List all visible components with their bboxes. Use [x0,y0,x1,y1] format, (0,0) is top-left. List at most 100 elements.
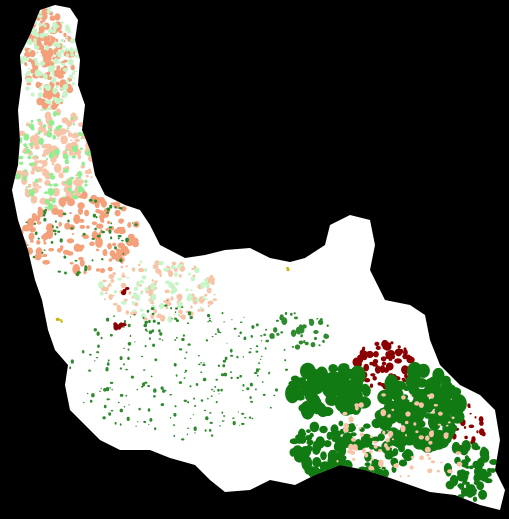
light-vegetation-patch [18,155,24,160]
pale-green-patch [133,269,136,271]
light-vegetation-patch [25,186,29,189]
salmon-patch [114,209,121,217]
light-salmon-patch [72,134,76,139]
sparse-vegetation-patch [280,331,284,334]
pale-green-patch [25,86,30,91]
dark-red-patch [381,361,387,366]
light-salmon-patch [178,309,183,315]
sparse-vegetation-patch [114,246,117,250]
dense-vegetation-patch [377,389,393,405]
sparse-vegetation-patch [173,424,175,427]
dense-vegetation-patch [401,451,410,459]
light-salmon-patch [120,282,127,289]
sparse-vegetation-patch [42,213,46,217]
light-salmon-patch [103,298,106,301]
sparse-vegetation-patch [217,388,220,392]
salmon-patch [108,258,113,262]
sparse-vegetation-patch [142,316,145,319]
light-vegetation-patch [48,120,54,125]
dense-vegetation-patch [469,465,474,470]
dense-vegetation-patch [296,395,305,401]
dark-red-patch [479,428,485,436]
dense-vegetation-patch [360,433,373,448]
dark-red-patch [379,365,386,373]
sparse-vegetation-patch [241,422,245,426]
dense-vegetation-patch [362,384,371,397]
sparse-vegetation-patch [150,307,155,311]
light-vegetation-patch [57,124,63,129]
sparse-vegetation-patch [109,381,114,384]
light-salmon-patch [359,432,364,437]
sparse-vegetation-patch [108,226,113,229]
sparse-vegetation-patch [189,385,192,388]
sparse-vegetation-patch [176,336,178,339]
sparse-vegetation-patch [301,324,307,329]
pale-green-patch [200,282,205,289]
sparse-vegetation-patch [200,399,204,402]
pale-green-patch [38,87,43,91]
light-salmon-patch [191,268,195,270]
light-salmon-patch [447,469,453,474]
pale-green-patch [195,298,199,303]
sparse-vegetation-patch [265,339,270,343]
sparse-vegetation-patch [237,411,239,413]
sparse-vegetation-patch [205,339,209,342]
pale-green-patch [47,7,52,10]
sparse-vegetation-patch [37,237,40,240]
light-salmon-patch [197,309,201,312]
light-vegetation-patch [67,187,72,192]
sparse-vegetation-patch [183,399,187,402]
sparse-vegetation-patch [284,359,287,362]
light-salmon-patch [54,163,62,174]
dense-vegetation-patch [347,378,362,393]
sparse-vegetation-patch [107,359,110,362]
dark-red-patch [369,361,374,366]
light-vegetation-patch [30,126,35,131]
light-salmon-patch [343,422,350,430]
light-salmon-patch [429,393,435,399]
sparse-vegetation-patch [219,425,222,427]
salmon-patch [89,241,95,247]
pale-green-patch [45,47,49,51]
light-salmon-patch [27,183,32,188]
sparse-vegetation-patch [97,344,100,348]
dark-red-patch [468,424,475,429]
light-vegetation-patch [47,203,54,211]
light-vegetation-patch [37,131,41,135]
pale-green-patch [21,55,27,60]
dark-red-patch [363,363,370,372]
sparse-vegetation-patch [182,334,185,337]
dense-vegetation-patch [371,418,382,429]
pale-green-patch [47,100,52,105]
sparse-vegetation-patch [243,336,247,341]
light-salmon-patch [388,436,392,439]
dark-red-patch [385,355,391,359]
sparse-vegetation-patch [223,372,228,377]
dense-vegetation-patch [489,468,496,473]
pale-green-patch [194,267,200,274]
light-salmon-patch [390,445,393,449]
sparse-vegetation-patch [207,313,211,318]
dark-red-patch [380,356,387,362]
pale-green-patch [167,316,173,323]
sparse-vegetation-patch [101,230,105,234]
dark-red-patch [374,341,380,346]
pale-green-patch [140,291,143,295]
sparse-vegetation-patch [291,345,294,348]
salmon-patch [29,226,36,233]
light-salmon-patch [39,199,43,204]
salmon-patch [49,35,53,38]
light-vegetation-patch [49,172,54,176]
sparse-vegetation-patch [100,387,102,389]
sparse-vegetation-patch [242,356,245,358]
dense-vegetation-patch [309,432,314,438]
sparse-vegetation-patch [184,357,187,360]
dark-red-patch [125,287,130,290]
sparse-vegetation-patch [106,207,111,212]
light-salmon-patch [74,138,80,143]
light-vegetation-patch [14,173,21,180]
sparse-vegetation-patch [175,319,179,322]
light-salmon-patch [34,133,39,138]
light-salmon-patch [391,438,394,441]
light-salmon-patch [171,261,177,266]
